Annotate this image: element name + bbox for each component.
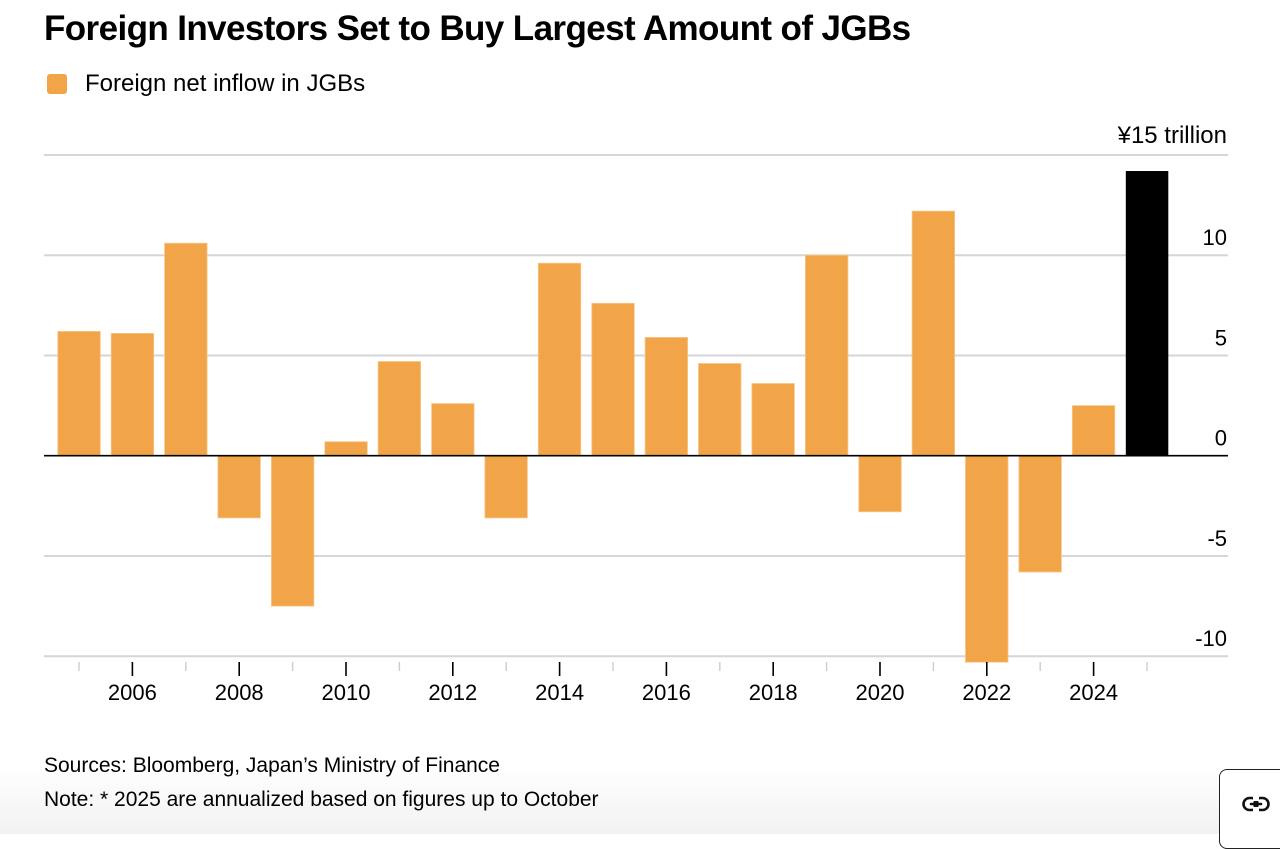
- source-note: Sources: Bloomberg, Japan’s Ministry of …: [44, 754, 500, 777]
- chart-title: Foreign Investors Set to Buy Largest Amo…: [44, 9, 911, 48]
- x-tick-label: 2010: [322, 680, 371, 705]
- bar-2009: [270, 455, 315, 607]
- bar-2020: [858, 455, 902, 513]
- bar-2010: [324, 441, 368, 457]
- gridlines: [44, 153, 1228, 658]
- x-tick-label: 2024: [1069, 680, 1118, 705]
- y-tick-label: 0: [1215, 426, 1227, 451]
- bar-2022: [965, 455, 1009, 663]
- bar-2006: [110, 332, 155, 457]
- bar-2008: [217, 455, 261, 519]
- x-tick-label: 2008: [215, 680, 264, 705]
- bar-2018: [751, 383, 795, 457]
- x-tick-label: 2018: [749, 680, 798, 705]
- bar-2025: [1125, 171, 1169, 456]
- x-axis: 2006 2008 2010 2012 2014 2016 2018 2020 2022 2024: [78, 662, 1148, 705]
- y-tick-label: 10: [1203, 225, 1227, 250]
- bar-2011: [377, 361, 422, 457]
- bar-2024: [1071, 405, 1116, 457]
- bar-2023: [1018, 455, 1062, 573]
- y-axis-unit-label: ¥15 trillion: [1117, 122, 1227, 149]
- x-tick-label: 2014: [535, 680, 584, 705]
- legend-label: Foreign net inflow in JGBs: [85, 70, 366, 97]
- y-tick-label: 5: [1215, 325, 1227, 350]
- y-tick-label: -5: [1207, 526, 1227, 551]
- footnote: Note: * 2025 are annualized based on fig…: [44, 788, 599, 811]
- bar-2007: [164, 242, 208, 457]
- legend-swatch: [47, 74, 67, 94]
- x-tick-label: 2016: [642, 680, 691, 705]
- y-tick-label: -10: [1195, 626, 1227, 651]
- bar-2019: [805, 254, 849, 457]
- bar-2017: [698, 363, 742, 457]
- x-tick-label: 2020: [856, 680, 905, 705]
- x-tick-label: 2022: [962, 680, 1011, 705]
- bar-2012: [431, 403, 475, 457]
- bar-2016: [644, 336, 688, 457]
- legend: Foreign net inflow in JGBs: [44, 70, 365, 98]
- x-tick-label: 2012: [428, 680, 477, 705]
- bar-2013: [484, 455, 528, 519]
- bar-2015: [591, 302, 635, 457]
- link-icon: [1242, 796, 1270, 812]
- copy-link-button[interactable]: [1219, 769, 1280, 849]
- bars: [57, 171, 1169, 663]
- y-axis-labels: ¥15 trillion 10 5 0 -5 -10: [1117, 122, 1227, 651]
- bar-2021: [911, 210, 955, 457]
- bar-2005: [57, 330, 101, 457]
- bar-2014: [537, 262, 582, 457]
- x-tick-label: 2006: [108, 680, 157, 705]
